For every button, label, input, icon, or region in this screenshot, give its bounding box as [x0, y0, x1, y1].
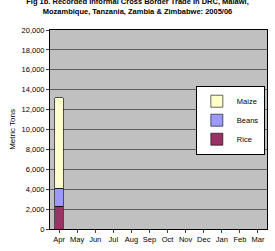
svg-text:12,000: 12,000	[22, 105, 45, 114]
svg-text:Aug: Aug	[125, 235, 138, 244]
svg-text:Fig 1b. Recorded Informal Cros: Fig 1b. Recorded Informal Cross Border T…	[26, 0, 249, 16]
svg-text:10,000: 10,000	[22, 125, 45, 134]
svg-text:Jun: Jun	[89, 235, 101, 244]
svg-text:Metric Tons: Metric Tons	[8, 109, 17, 150]
svg-text:20,000: 20,000	[22, 26, 45, 35]
svg-text:8,000: 8,000	[26, 145, 45, 154]
svg-text:Jul: Jul	[108, 235, 118, 244]
svg-text:Apr: Apr	[53, 235, 65, 244]
svg-text:Jan: Jan	[216, 235, 228, 244]
svg-text:Mar: Mar	[251, 235, 264, 244]
svg-text:6,000: 6,000	[26, 165, 45, 174]
svg-text:Beans: Beans	[237, 116, 259, 125]
svg-text:4,000: 4,000	[26, 185, 45, 194]
svg-text:18,000: 18,000	[22, 46, 45, 55]
svg-text:14,000: 14,000	[22, 85, 45, 94]
svg-text:Rice: Rice	[237, 135, 252, 144]
svg-text:May: May	[70, 235, 84, 244]
svg-text:16,000: 16,000	[22, 65, 45, 74]
svg-text:Nov: Nov	[179, 235, 193, 244]
svg-text:Sep: Sep	[143, 235, 156, 244]
svg-text:Oct: Oct	[162, 235, 175, 244]
svg-text:Dec: Dec	[197, 235, 211, 244]
svg-text:0: 0	[40, 225, 44, 234]
svg-text:Maize: Maize	[237, 97, 257, 106]
svg-text:Feb: Feb	[233, 235, 246, 244]
svg-text:2,000: 2,000	[26, 205, 45, 214]
